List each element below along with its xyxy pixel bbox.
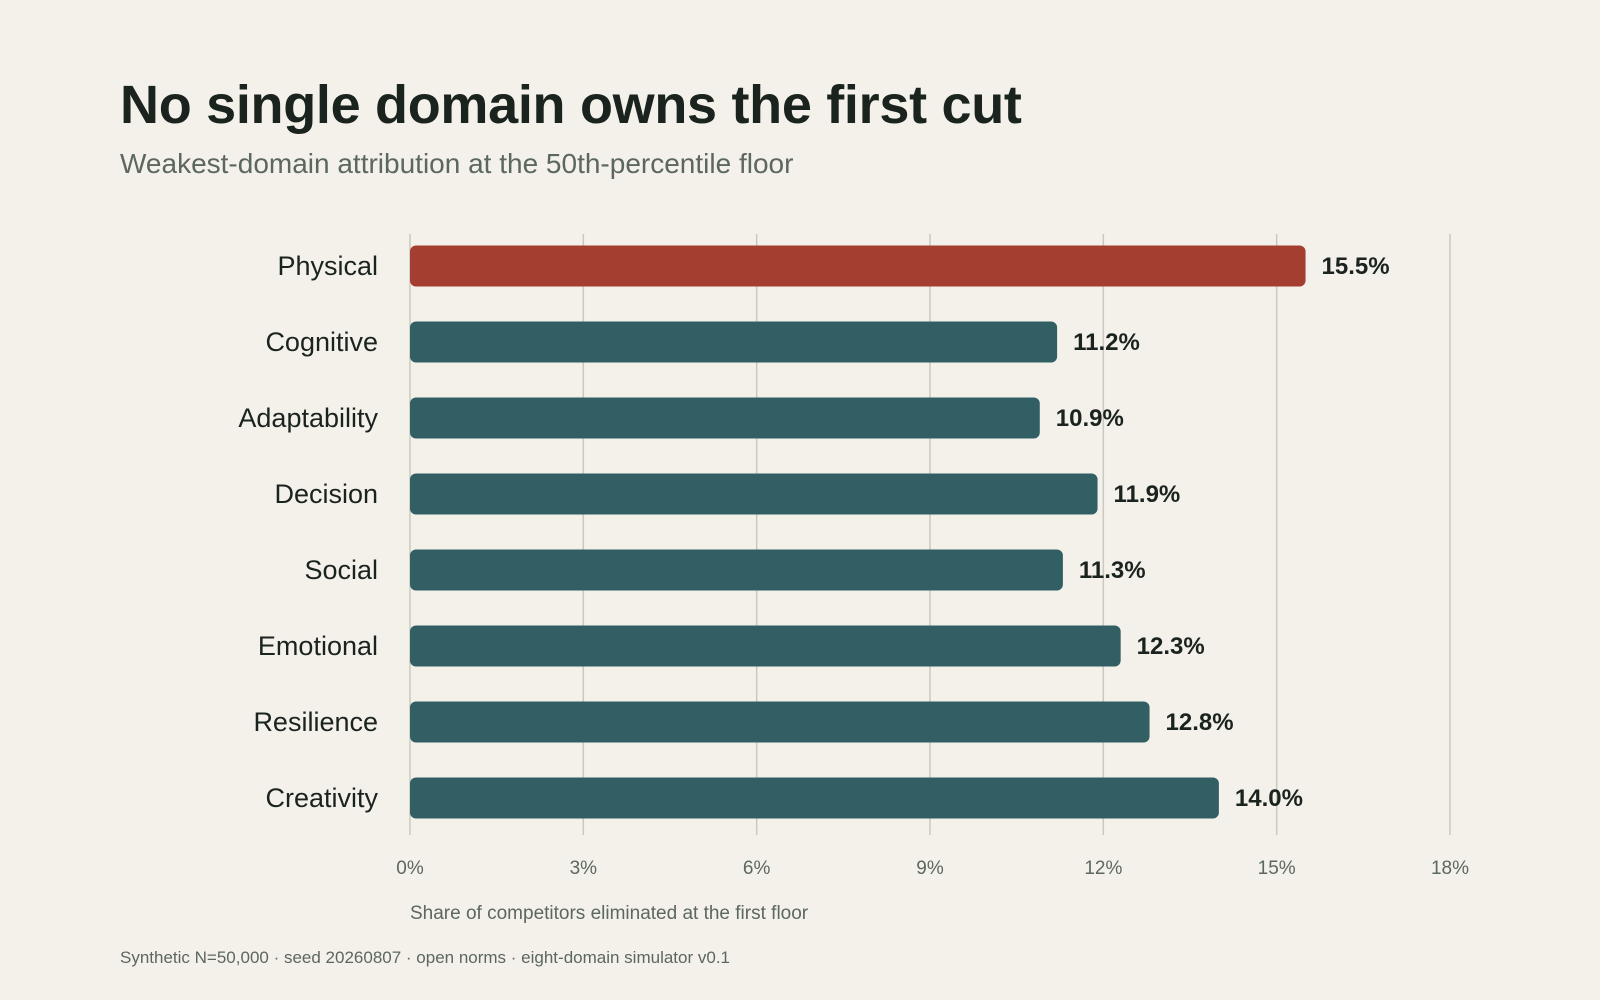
x-tick-label: 9%	[916, 858, 944, 879]
category-labels: Physical Cognitive Adaptability Decision Soc…	[238, 251, 378, 813]
category-label-physical: Physical	[277, 251, 378, 281]
value-label-cognitive: 11.2%	[1073, 329, 1140, 356]
bar-resilience	[410, 701, 1150, 743]
x-tick-label: 0%	[396, 858, 424, 879]
category-label-decision: Decision	[274, 479, 378, 509]
value-label-adaptability: 10.9%	[1056, 405, 1124, 432]
chart-title: No single domain owns the first cut	[120, 75, 1022, 135]
category-label-resilience: Resilience	[253, 707, 378, 737]
bar-social	[410, 549, 1063, 591]
value-label-resilience: 12.8%	[1166, 709, 1234, 736]
x-tick-labels: 0% 3% 6% 9% 12% 15% 18%	[396, 858, 1469, 879]
value-label-social: 11.3%	[1079, 557, 1146, 584]
category-label-cognitive: Cognitive	[265, 327, 378, 357]
x-tick-label: 18%	[1431, 858, 1469, 879]
bars	[410, 245, 1306, 819]
value-label-physical: 15.5%	[1322, 253, 1390, 280]
category-label-social: Social	[304, 555, 378, 585]
value-label-decision: 11.9%	[1114, 481, 1181, 508]
bar-physical	[410, 245, 1306, 287]
value-labels: 15.5% 11.2% 10.9% 11.9% 11.3% 12.3% 12.8% 14.0%	[1056, 253, 1390, 812]
x-axis-title: Share of competitors eliminated at the f…	[410, 903, 809, 924]
bar-creativity	[410, 777, 1219, 819]
value-label-creativity: 14.0%	[1235, 785, 1303, 812]
bar-adaptability	[410, 397, 1040, 439]
bar-cognitive	[410, 321, 1058, 363]
category-label-adaptability: Adaptability	[238, 403, 378, 433]
x-tick-label: 12%	[1084, 858, 1122, 879]
bar-decision	[410, 473, 1098, 515]
x-tick-label: 15%	[1258, 858, 1296, 879]
category-label-emotional: Emotional	[258, 631, 378, 661]
chart-subtitle: Weakest-domain attribution at the 50th-p…	[120, 148, 794, 179]
x-tick-label: 3%	[570, 858, 598, 879]
x-tick-label: 6%	[743, 858, 771, 879]
footer-note: Synthetic N=50,000 · seed 20260807 · ope…	[120, 948, 730, 967]
category-label-creativity: Creativity	[265, 783, 378, 813]
bar-emotional	[410, 625, 1121, 667]
value-label-emotional: 12.3%	[1137, 633, 1205, 660]
